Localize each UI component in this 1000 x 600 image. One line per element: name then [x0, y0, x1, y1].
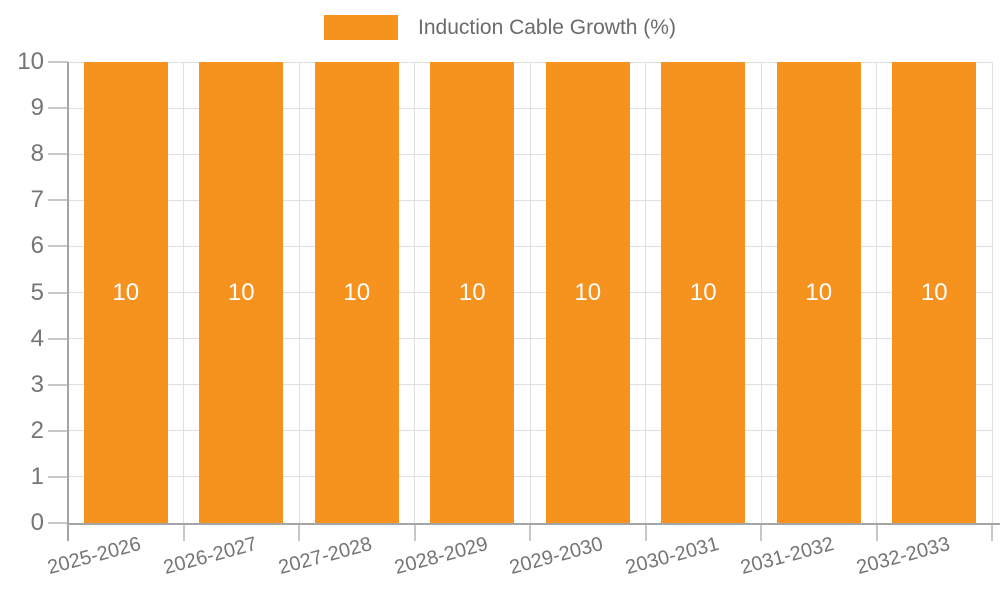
x-axis-label: 2029-2030 — [507, 533, 606, 580]
y-axis-label: 4 — [30, 324, 44, 352]
bar-value-label: 10 — [920, 278, 948, 306]
legend-label: Induction Cable Growth (%) — [418, 15, 676, 39]
bar-value-label: 10 — [458, 278, 486, 306]
bar-2031-2032[interactable] — [776, 62, 861, 523]
y-axis-label: 5 — [30, 278, 44, 306]
x-axis-tick — [644, 523, 647, 541]
x-axis-label: 2030-2031 — [622, 533, 721, 580]
legend-swatch — [324, 15, 399, 40]
x-axis-tick — [529, 523, 531, 541]
x-axis-tick — [760, 523, 762, 541]
bar-2025-2026[interactable] — [83, 62, 168, 523]
y-axis-label: 8 — [30, 140, 44, 168]
x-gridline — [760, 62, 762, 523]
y-axis-tick — [48, 291, 68, 294]
legend: Induction Cable Growth (%) — [0, 15, 1000, 40]
bar-value-label: 10 — [343, 278, 371, 306]
x-axis-tick — [991, 523, 993, 541]
y-axis-label: 9 — [30, 94, 44, 122]
x-gridline — [876, 62, 877, 523]
x-axis-label: 2032-2033 — [853, 533, 952, 580]
y-axis-tick — [48, 429, 68, 432]
bar-value-label: 10 — [805, 278, 833, 306]
x-axis-label: 2026-2027 — [160, 533, 259, 580]
x-gridline — [529, 62, 531, 523]
y-axis-label: 10 — [17, 48, 44, 75]
bar-value-label: 10 — [112, 278, 140, 306]
y-axis-tick — [48, 153, 68, 156]
x-gridline — [183, 62, 184, 523]
y-axis-tick — [48, 337, 68, 340]
x-gridline — [991, 62, 993, 523]
x-axis-line — [67, 523, 1000, 525]
x-axis-tick — [413, 523, 416, 541]
bar-2026-2027[interactable] — [199, 62, 284, 523]
y-axis-label: 7 — [30, 186, 44, 214]
bar-value-label: 10 — [227, 278, 255, 306]
y-axis-line — [67, 62, 69, 541]
bar-2030-2031[interactable] — [661, 62, 746, 523]
x-gridline — [645, 62, 646, 523]
x-axis-tick — [875, 523, 878, 541]
x-axis-label: 2027-2028 — [276, 533, 375, 580]
x-axis-label: 2025-2026 — [45, 533, 144, 580]
bar-2029-2030[interactable] — [545, 62, 630, 523]
legend-item-induction-cable-growth[interactable]: Induction Cable Growth (%) — [324, 15, 676, 40]
y-axis-tick — [48, 522, 68, 524]
bar-value-label: 10 — [574, 278, 602, 306]
y-axis-label: 6 — [30, 232, 44, 260]
bar-value-label: 10 — [689, 278, 717, 306]
y-axis-label: 1 — [30, 462, 44, 490]
y-axis-label: 3 — [30, 370, 44, 398]
y-axis-tick — [48, 475, 68, 478]
bar-2032-2033[interactable] — [892, 62, 977, 523]
y-axis-tick — [48, 245, 68, 248]
bar-2027-2028[interactable] — [314, 62, 399, 523]
y-axis-tick — [48, 107, 68, 110]
x-axis-tick — [298, 523, 300, 541]
x-axis-label: 2031-2032 — [738, 533, 837, 580]
y-axis-tick — [48, 61, 68, 63]
y-axis-label: 2 — [30, 416, 44, 444]
x-gridline — [298, 62, 300, 523]
y-axis-tick — [48, 199, 68, 202]
bar-2028-2029[interactable] — [430, 62, 515, 523]
y-axis-tick — [48, 383, 68, 386]
y-axis-label: 0 — [30, 509, 44, 536]
x-gridline — [414, 62, 415, 523]
x-axis-tick — [182, 523, 185, 541]
x-axis-label: 2028-2029 — [391, 533, 490, 580]
